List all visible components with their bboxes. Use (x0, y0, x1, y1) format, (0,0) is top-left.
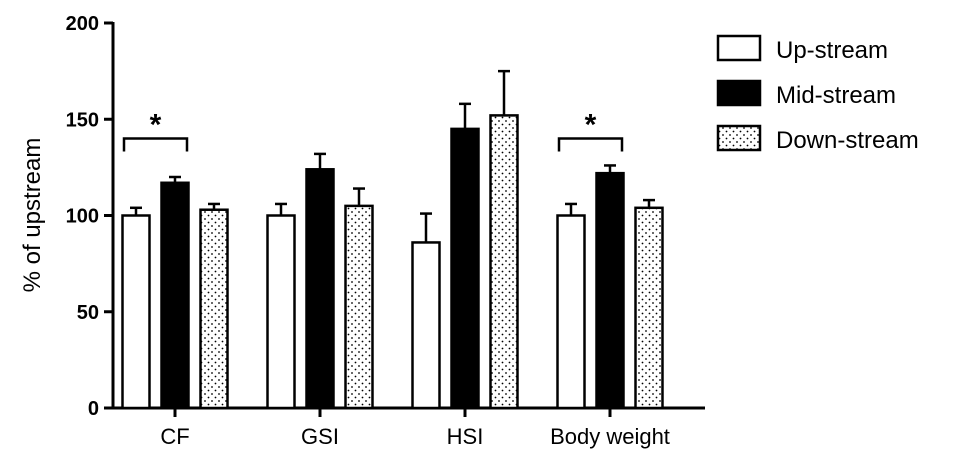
legend: Up-stream Mid-stream Down-stream (716, 34, 919, 154)
axes: 0 50 100 150 200 CF GSI HSI Body weight (66, 13, 705, 449)
y-tick-label: 50 (77, 302, 99, 324)
significance-bracket (122, 137, 189, 152)
legend-swatch (716, 79, 762, 107)
x-tick-label: HSI (447, 424, 484, 449)
bars (121, 69, 664, 410)
bar-mid-stream (160, 181, 190, 410)
bar-up-stream (411, 241, 441, 410)
y-tick-label: 100 (66, 206, 99, 228)
bar-up-stream (266, 214, 296, 410)
bar-down-stream (344, 204, 374, 410)
legend-label: Mid-stream (776, 82, 896, 109)
significance-annotations: * * (122, 109, 624, 152)
y-tick-label: 200 (66, 13, 99, 35)
legend-swatch (716, 124, 762, 152)
y-axis-title: % of upstream (19, 138, 46, 293)
bar-up-stream (121, 214, 151, 410)
legend-label: Down-stream (776, 127, 919, 154)
bar-mid-stream (595, 171, 625, 410)
legend-swatch (716, 34, 762, 62)
bar-mid-stream (450, 127, 480, 410)
legend-label: Up-stream (776, 37, 888, 64)
x-tick-label: CF (160, 424, 189, 449)
significance-marker: * (585, 109, 597, 142)
bar-down-stream (489, 114, 519, 410)
x-tick-label: GSI (301, 424, 339, 449)
x-tick-label: Body weight (550, 424, 670, 449)
bar-up-stream (556, 214, 586, 410)
significance-marker: * (150, 109, 162, 142)
bar-down-stream (199, 208, 229, 410)
y-tick-label: 0 (88, 398, 99, 420)
significance-bracket (557, 137, 624, 152)
bar-down-stream (634, 206, 664, 410)
bar-mid-stream (305, 168, 335, 410)
y-tick-label: 150 (66, 109, 99, 131)
